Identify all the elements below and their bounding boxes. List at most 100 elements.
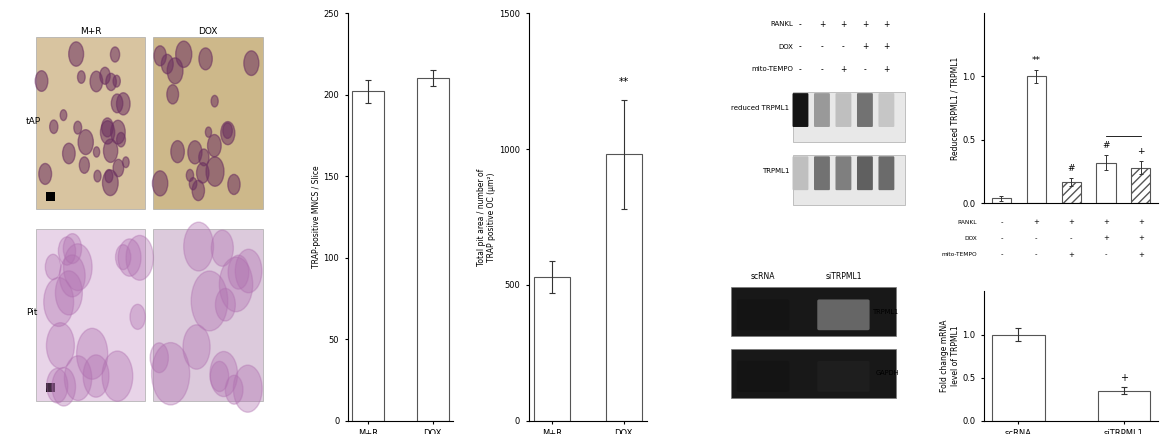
Circle shape <box>105 170 112 183</box>
Circle shape <box>76 328 108 379</box>
Circle shape <box>49 120 57 134</box>
Circle shape <box>101 121 115 144</box>
Circle shape <box>35 71 48 91</box>
Circle shape <box>64 356 91 401</box>
Text: +: + <box>862 20 868 29</box>
FancyBboxPatch shape <box>835 156 852 190</box>
Bar <box>153 229 262 401</box>
Circle shape <box>186 169 193 181</box>
FancyBboxPatch shape <box>814 93 830 127</box>
Circle shape <box>221 122 235 145</box>
Circle shape <box>152 342 190 405</box>
Circle shape <box>206 127 212 137</box>
Circle shape <box>43 277 74 326</box>
Bar <box>992 198 1011 203</box>
Circle shape <box>47 323 75 368</box>
Circle shape <box>116 245 131 270</box>
Bar <box>153 37 262 209</box>
Circle shape <box>222 123 233 138</box>
Circle shape <box>211 362 228 391</box>
Circle shape <box>167 58 183 84</box>
Bar <box>417 78 448 421</box>
FancyBboxPatch shape <box>818 299 869 330</box>
Text: -: - <box>1000 219 1003 225</box>
Circle shape <box>190 178 197 190</box>
Circle shape <box>80 157 89 173</box>
Text: DOX: DOX <box>778 44 793 50</box>
Circle shape <box>219 257 253 312</box>
Text: TRPML1: TRPML1 <box>873 309 900 315</box>
Circle shape <box>130 304 145 329</box>
Text: +: + <box>840 20 847 29</box>
Text: -: - <box>799 20 801 29</box>
Circle shape <box>150 343 168 373</box>
Text: RANKL: RANKL <box>770 21 793 27</box>
Text: +: + <box>883 65 889 74</box>
Text: scRNA: scRNA <box>751 272 776 281</box>
FancyBboxPatch shape <box>856 93 873 127</box>
Circle shape <box>63 233 82 263</box>
Text: TRPML1: TRPML1 <box>762 168 790 174</box>
Circle shape <box>161 54 173 74</box>
Circle shape <box>199 48 212 70</box>
Bar <box>731 349 896 398</box>
Circle shape <box>199 149 209 166</box>
Text: DOX: DOX <box>964 236 977 241</box>
FancyBboxPatch shape <box>737 361 790 392</box>
Circle shape <box>77 71 85 83</box>
Text: +: + <box>883 20 889 29</box>
Circle shape <box>117 132 125 147</box>
Circle shape <box>154 46 166 66</box>
Circle shape <box>117 93 130 115</box>
Circle shape <box>211 95 218 107</box>
Bar <box>36 37 145 209</box>
Text: +: + <box>1137 147 1144 156</box>
FancyBboxPatch shape <box>814 156 830 190</box>
Text: +: + <box>1103 236 1109 241</box>
Circle shape <box>192 181 205 201</box>
Bar <box>1061 182 1081 203</box>
Text: +: + <box>883 43 889 51</box>
Text: #: # <box>1102 141 1109 150</box>
Circle shape <box>110 47 119 62</box>
Text: #: # <box>1067 164 1075 173</box>
Circle shape <box>94 147 99 157</box>
Text: +: + <box>840 65 847 74</box>
Text: +: + <box>1138 219 1144 225</box>
Circle shape <box>60 110 67 121</box>
Circle shape <box>152 171 167 196</box>
FancyBboxPatch shape <box>835 93 852 127</box>
Text: +: + <box>1068 252 1074 258</box>
Circle shape <box>126 235 153 280</box>
Circle shape <box>78 130 94 155</box>
Circle shape <box>102 351 132 401</box>
Circle shape <box>184 222 214 271</box>
Circle shape <box>183 325 211 369</box>
Text: reduced TRPML1: reduced TRPML1 <box>731 105 790 111</box>
FancyBboxPatch shape <box>879 156 894 190</box>
Y-axis label: Fold change mRNA
level of TRPML1: Fold change mRNA level of TRPML1 <box>941 320 959 392</box>
Circle shape <box>212 230 233 266</box>
Bar <box>352 91 385 421</box>
Circle shape <box>94 170 101 182</box>
Text: M+R: M+R <box>80 27 102 36</box>
Text: RANKL: RANKL <box>957 220 977 225</box>
Y-axis label: TRAP-positive MNCS / Slice: TRAP-positive MNCS / Slice <box>311 166 321 268</box>
Bar <box>1096 163 1115 203</box>
Circle shape <box>62 143 75 164</box>
Text: -: - <box>799 43 801 51</box>
Circle shape <box>118 239 142 276</box>
Circle shape <box>111 94 123 113</box>
Bar <box>992 335 1045 421</box>
Text: DOX: DOX <box>198 27 218 36</box>
Circle shape <box>191 271 228 331</box>
Bar <box>1131 168 1150 203</box>
Circle shape <box>60 255 85 297</box>
Text: -: - <box>1069 236 1073 241</box>
Circle shape <box>171 141 185 163</box>
Circle shape <box>90 71 103 92</box>
Circle shape <box>105 73 116 91</box>
FancyBboxPatch shape <box>737 299 790 330</box>
Circle shape <box>58 237 76 265</box>
Text: mito-TEMPO: mito-TEMPO <box>751 66 793 72</box>
